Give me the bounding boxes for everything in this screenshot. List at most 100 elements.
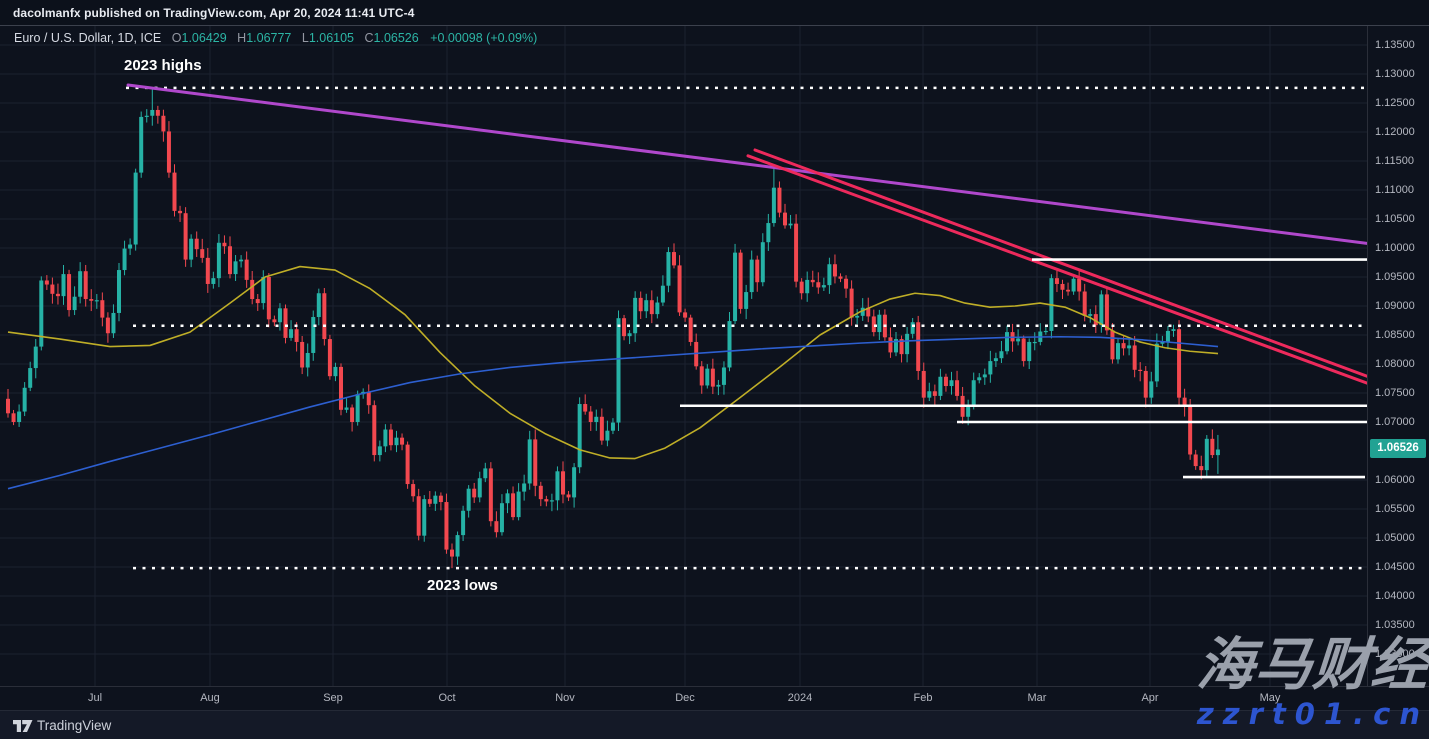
candle-body xyxy=(794,223,799,282)
candle-body xyxy=(1132,345,1137,370)
candle-body xyxy=(100,300,105,318)
candle-body xyxy=(1121,343,1126,349)
candle-body xyxy=(622,318,627,337)
candle-body xyxy=(444,502,449,550)
descending-channel-lower[interactable] xyxy=(746,154,1367,385)
candle-body xyxy=(672,252,676,266)
price-tick: 1.13000 xyxy=(1375,68,1415,80)
candle-body xyxy=(472,488,477,498)
candle-body xyxy=(166,131,171,173)
tradingview-brand-text[interactable]: TradingView xyxy=(37,718,112,733)
low-value: 1.06105 xyxy=(308,31,355,45)
candle-body xyxy=(988,361,993,375)
candle-body xyxy=(638,297,643,312)
low-label: L xyxy=(301,31,309,45)
time-axis[interactable]: Jul Aug Sep Oct Nov Dec 2024 Feb Mar Apr May xyxy=(0,686,1429,710)
candle-body xyxy=(921,370,926,398)
candle-body xyxy=(583,404,588,412)
candle-body xyxy=(888,337,893,353)
candle-body xyxy=(1093,314,1098,326)
time-label: Jul xyxy=(87,692,103,704)
candle-body xyxy=(111,312,116,334)
publish-bar: dacolmanfx published on TradingView.com,… xyxy=(0,0,1429,26)
candle-body xyxy=(72,296,77,311)
candle-body xyxy=(966,406,971,417)
candle-body xyxy=(1082,291,1087,316)
candle-body xyxy=(372,405,377,456)
candle-body xyxy=(28,368,33,388)
candle-body xyxy=(422,499,427,536)
annotation-2023-lows[interactable]: 2023 lows xyxy=(427,577,498,594)
price-tick: 1.07000 xyxy=(1375,416,1415,428)
candle-body xyxy=(871,316,876,333)
price-tick: 1.09000 xyxy=(1375,300,1415,312)
open-value: 1.06429 xyxy=(181,31,227,45)
candle-body xyxy=(805,279,810,294)
descending-trendline-2023-highs[interactable] xyxy=(126,83,1367,245)
candle-body xyxy=(128,244,133,249)
candle-body xyxy=(33,346,38,369)
candle-body xyxy=(1210,438,1215,456)
candle-body xyxy=(6,398,10,414)
candle-body xyxy=(666,252,671,286)
candle-body xyxy=(927,391,932,398)
candle-body xyxy=(300,341,305,368)
candle-body xyxy=(993,358,998,362)
descending-channel-upper[interactable] xyxy=(753,148,1367,378)
candle-body xyxy=(1021,338,1026,362)
price-tick: 1.08500 xyxy=(1375,329,1415,341)
candle-body xyxy=(1110,330,1115,360)
candle-body xyxy=(416,496,421,536)
candle-body xyxy=(22,387,27,412)
candle-body xyxy=(627,333,632,337)
annotation-2023-highs[interactable]: 2023 highs xyxy=(124,57,202,74)
candle-body xyxy=(383,429,388,447)
candle-body xyxy=(277,308,282,323)
candle-body xyxy=(905,333,910,355)
candle-body xyxy=(55,293,60,297)
ma-fast-yellow[interactable] xyxy=(7,265,1219,460)
candle-body xyxy=(350,407,355,422)
candle-body xyxy=(339,366,343,410)
candle-body xyxy=(1104,294,1109,331)
candle-body xyxy=(244,259,249,280)
time-label: Mar xyxy=(1027,692,1047,704)
tradingview-logo-icon[interactable] xyxy=(13,718,33,734)
candle-body xyxy=(289,329,294,338)
candle-body xyxy=(94,300,99,302)
candle-body xyxy=(261,277,266,304)
candle-body xyxy=(411,484,416,497)
candle-body xyxy=(17,411,22,422)
candle-body xyxy=(50,284,55,294)
candle-body xyxy=(771,187,776,224)
candle-body xyxy=(749,259,754,293)
candle-body xyxy=(827,264,832,286)
candle-body xyxy=(721,367,726,385)
candle-body xyxy=(194,238,199,250)
candle-body xyxy=(677,265,682,313)
candle-body xyxy=(200,249,205,258)
candle-body xyxy=(655,302,660,315)
candle-body xyxy=(366,391,371,406)
price-tick: 1.11000 xyxy=(1375,184,1414,196)
candle-body xyxy=(388,429,393,446)
candle-body xyxy=(216,242,221,279)
candle-body xyxy=(450,549,454,557)
candle-body xyxy=(538,485,543,500)
candle-body xyxy=(122,248,127,271)
price-tick: 1.12500 xyxy=(1375,97,1415,109)
candle-body xyxy=(1143,370,1148,398)
candle-body xyxy=(561,471,565,495)
ma-slow-blue[interactable] xyxy=(7,335,1219,490)
candle-body xyxy=(610,422,615,431)
candle-body xyxy=(394,437,399,446)
chart-plot-area[interactable] xyxy=(0,26,1367,686)
candle-body xyxy=(527,439,532,484)
symbol-legend[interactable]: Euro / U.S. Dollar, 1D, ICE O1.06429 H1.… xyxy=(14,31,537,45)
candle-body xyxy=(466,488,471,511)
time-label: Dec xyxy=(675,692,695,704)
candle-body xyxy=(205,257,210,284)
candle-body xyxy=(910,322,915,334)
candle-body xyxy=(255,299,260,304)
price-axis[interactable]: 1.13500 1.13000 1.12500 1.12000 1.11500 1.110… xyxy=(1367,26,1429,686)
